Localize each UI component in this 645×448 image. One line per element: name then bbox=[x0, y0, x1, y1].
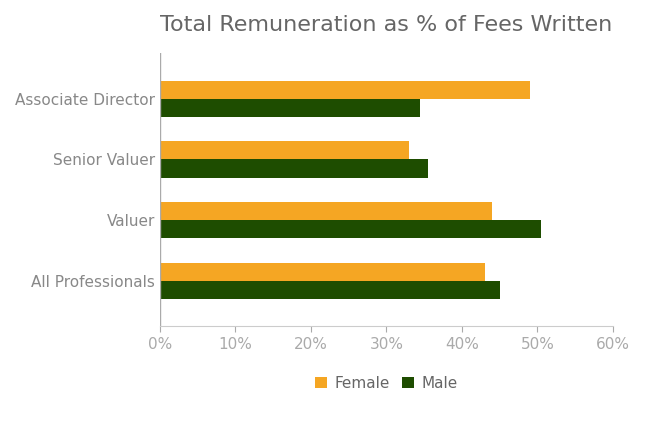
Bar bbox=[160, 99, 421, 117]
Bar bbox=[160, 263, 484, 281]
Bar bbox=[160, 281, 500, 299]
Bar bbox=[160, 81, 530, 99]
Bar bbox=[160, 141, 409, 159]
Bar bbox=[160, 220, 541, 238]
Bar bbox=[160, 159, 428, 178]
Legend: Female, Male: Female, Male bbox=[308, 370, 464, 397]
Title: Total Remuneration as % of Fees Written: Total Remuneration as % of Fees Written bbox=[161, 15, 613, 35]
Bar bbox=[160, 202, 492, 220]
